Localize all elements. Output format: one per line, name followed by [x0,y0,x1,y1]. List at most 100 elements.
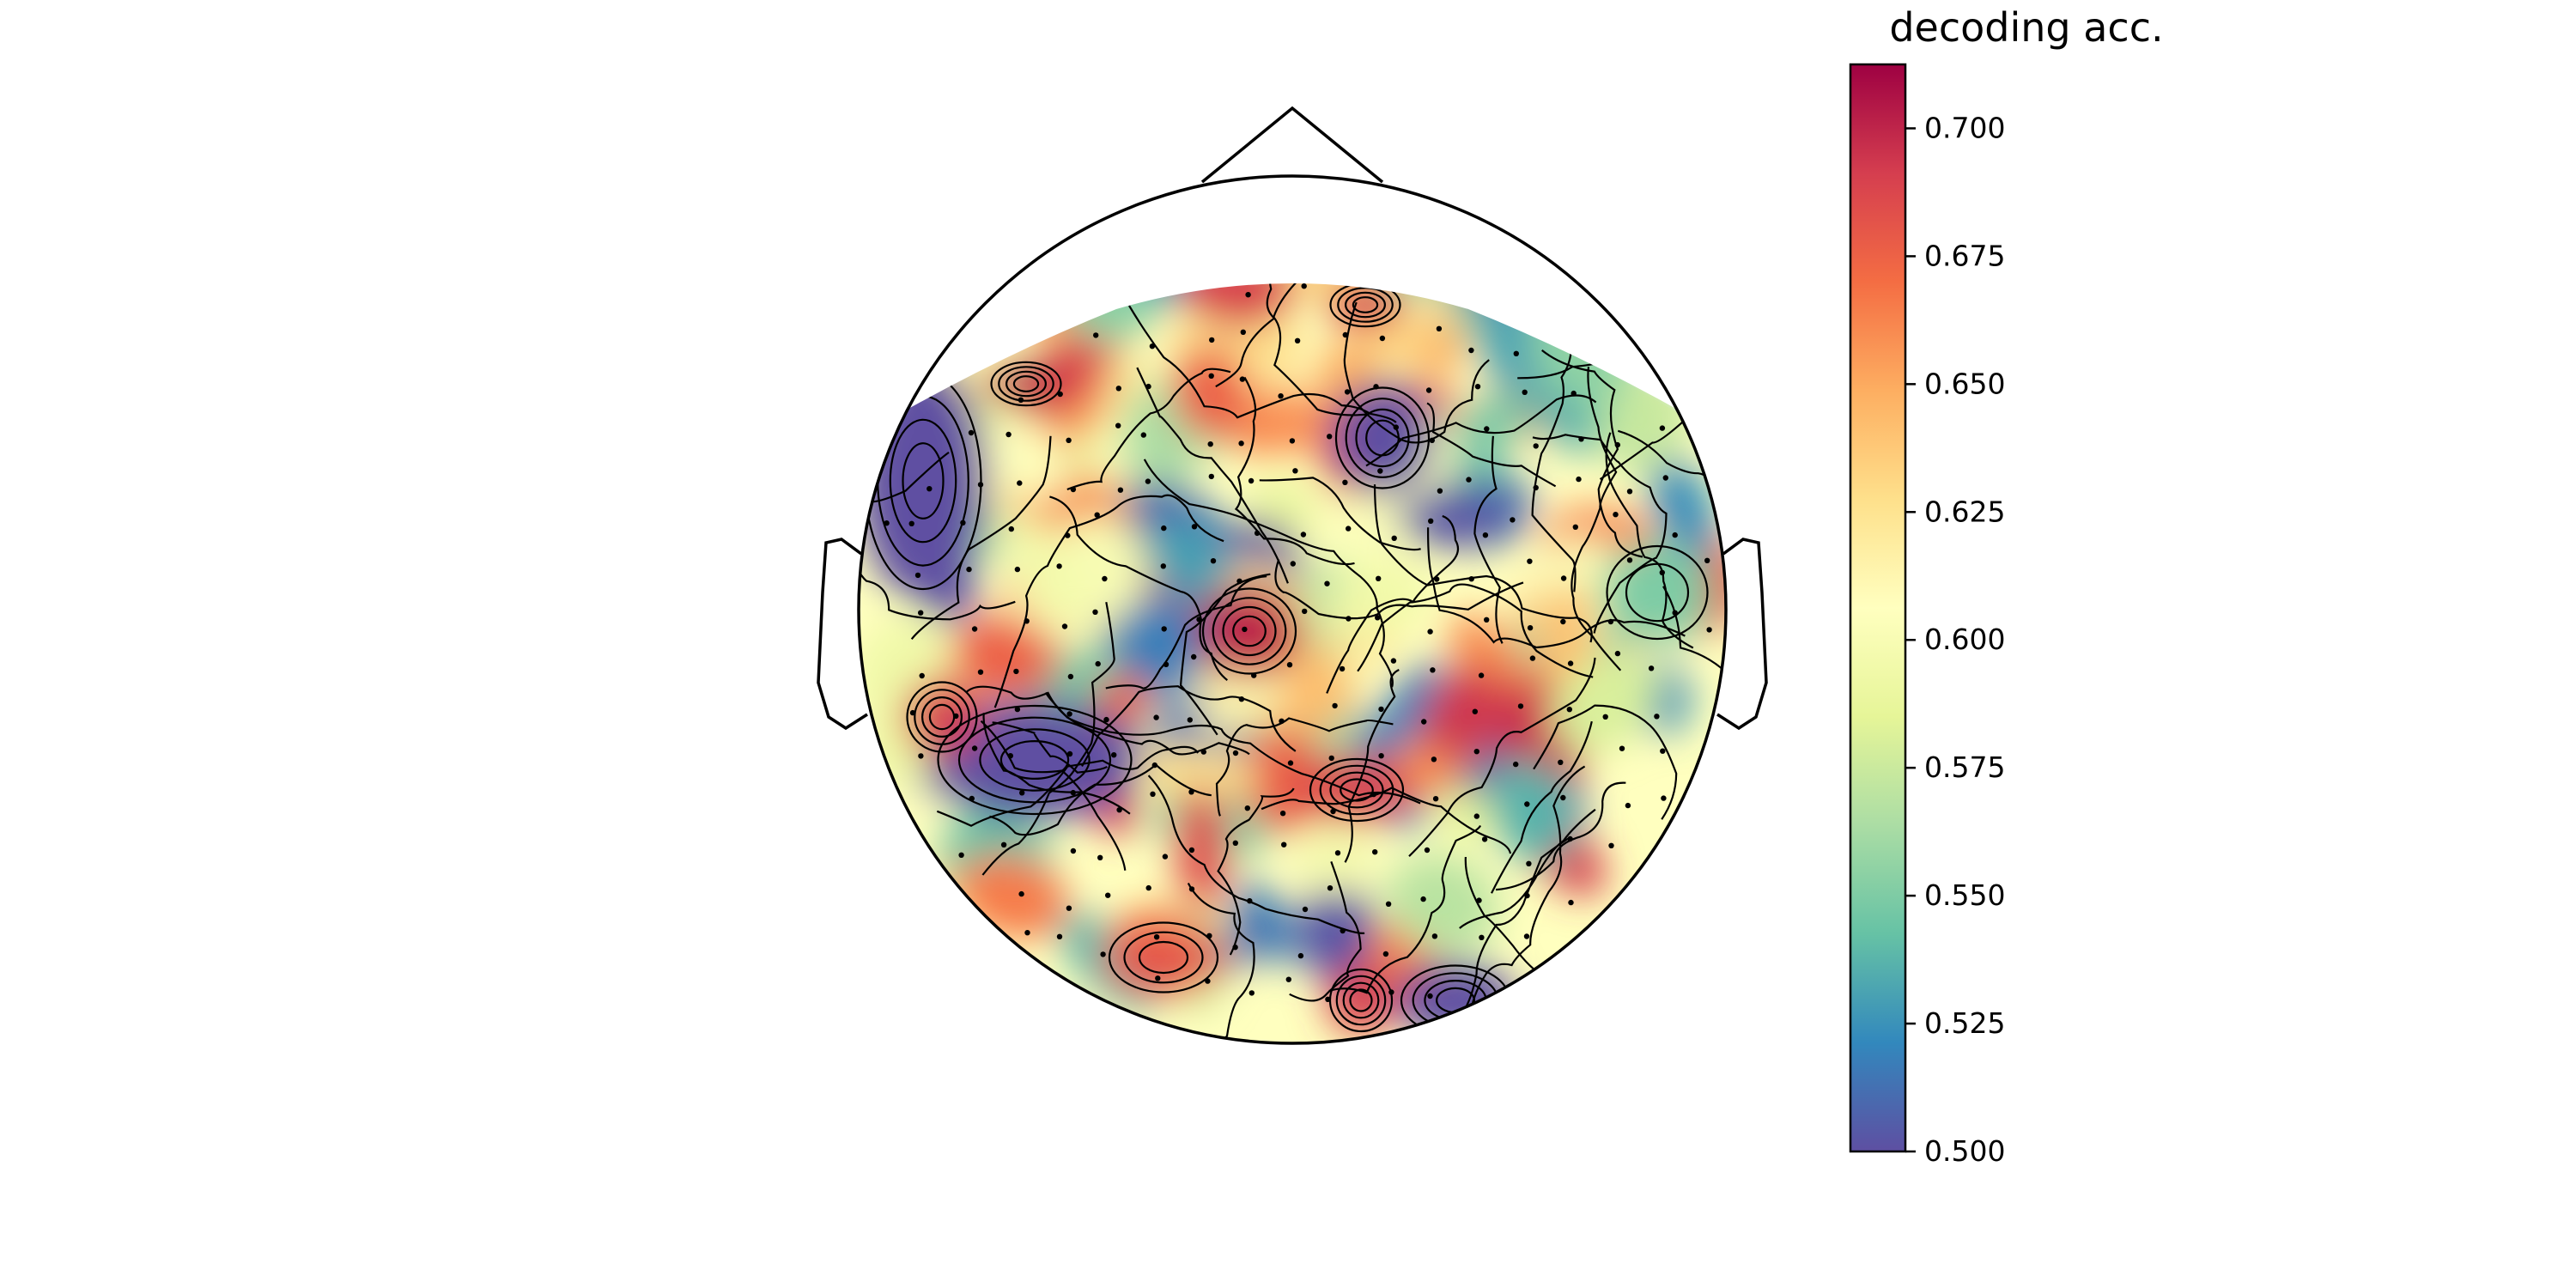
sensor-dot [1196,617,1202,623]
sensor-dot [1379,335,1386,342]
sensor-dot [1430,667,1436,673]
colorbar-tick-label: 0.600 [1924,623,2005,656]
sensor-dot [1238,696,1245,702]
sensor-dot [1431,933,1438,939]
field-blob [1003,513,1086,632]
contour-line [1473,435,1504,644]
sensor-dot [1151,762,1158,769]
contour-line [957,716,1112,804]
contour-line [1222,605,1277,657]
sensor-dot [918,610,924,616]
sensor-dot [1014,706,1021,713]
sensor-dot [1424,847,1431,854]
contour-line [1289,861,1362,1002]
sensor-dot [1210,558,1217,564]
sensor-dot [1160,563,1167,569]
sensor-dot [1153,934,1160,940]
sensor-dot [1513,350,1520,356]
sensor-dot [1209,337,1215,343]
contour-line [1355,408,1410,468]
sensor-dot [977,669,984,675]
sensor-dot [1207,441,1213,447]
field-blob [1489,758,1575,864]
sensor-dot [1614,650,1621,657]
field-blob [1550,656,1656,752]
sensor-dot [1662,475,1669,481]
right-ear [1716,538,1768,731]
sensor-dot [1017,480,1023,486]
sensor-dot [1145,884,1151,891]
contour-line [1328,824,1482,994]
sensor-dot [1526,860,1532,866]
head-circle [857,174,1728,1045]
sensor-dot [1390,658,1397,664]
sensor-dot [1286,662,1293,668]
sensor-dot [1340,927,1346,934]
sensor-dot [1613,512,1619,518]
contour-line [914,689,970,745]
sensor-dot [1706,627,1712,633]
sensor-dot [1238,440,1244,447]
field-blob [951,615,1058,697]
sensor-dot [1468,576,1474,582]
sensor-dot [1513,761,1519,768]
contour-line [1049,495,1228,681]
sensor-dot [1567,660,1574,666]
sensor-dot [1244,805,1251,811]
sensor-dot [1200,749,1207,755]
contour-line [999,739,1070,780]
sensor-dot [1024,618,1030,624]
sensor-dot [1285,976,1292,982]
sensor-dot [1327,885,1334,891]
colorbar-title: decoding acc. [1889,4,2163,51]
contour-line [1319,764,1394,816]
sensor-dot [1145,478,1151,484]
sensor-dot [1092,609,1098,615]
sensor-dots [884,283,1712,1003]
contour-line [1274,559,1524,620]
sensor-dot [1232,750,1239,756]
sensor-dot [1476,897,1482,903]
sensor-dot [1385,901,1392,908]
contour-line [1352,296,1379,313]
sensor-dot [1474,384,1481,390]
sensor-dot [1510,517,1516,523]
sensor-dot [1056,933,1063,940]
sensor-dot [1290,561,1297,567]
sensor-dot [1161,626,1167,632]
contour-line [1617,429,1726,625]
sensor-dot [971,626,978,632]
sensor-dot [1568,899,1574,906]
sensor-dot [1007,753,1014,759]
sensor-dot [1248,477,1255,484]
contour-line [910,435,1052,640]
contour-line [1533,704,1678,820]
sensor-dot [1567,835,1573,842]
contour-line [989,763,1212,836]
sensor-dot [1472,708,1479,714]
contour-line [1459,808,1596,929]
contour-line [1309,757,1405,823]
sensor-dot [1529,655,1536,661]
field-blob [1649,455,1716,560]
sensor-dot [1517,703,1524,709]
contour-line [1468,765,1586,1017]
sensor-dot [1659,569,1666,575]
sensor-dot [1482,532,1489,538]
sensor-dot [1236,578,1242,584]
contour-line [1215,717,1394,817]
sensor-dot [1187,717,1194,723]
contour-line [1349,988,1373,1012]
contour-line [1261,787,1512,854]
contour-line [920,696,963,738]
head-outline [817,106,1768,1045]
sensor-dot [1103,716,1109,723]
contour-line [1426,402,1557,488]
sensor-dot [1572,524,1579,530]
sensor-dot [1571,390,1577,397]
sensor-dot [1066,905,1072,911]
sensor-dot [1115,422,1121,428]
sensor-dot [1013,668,1019,675]
sensor-dot [1281,841,1287,848]
sensor-dot [1116,807,1122,813]
